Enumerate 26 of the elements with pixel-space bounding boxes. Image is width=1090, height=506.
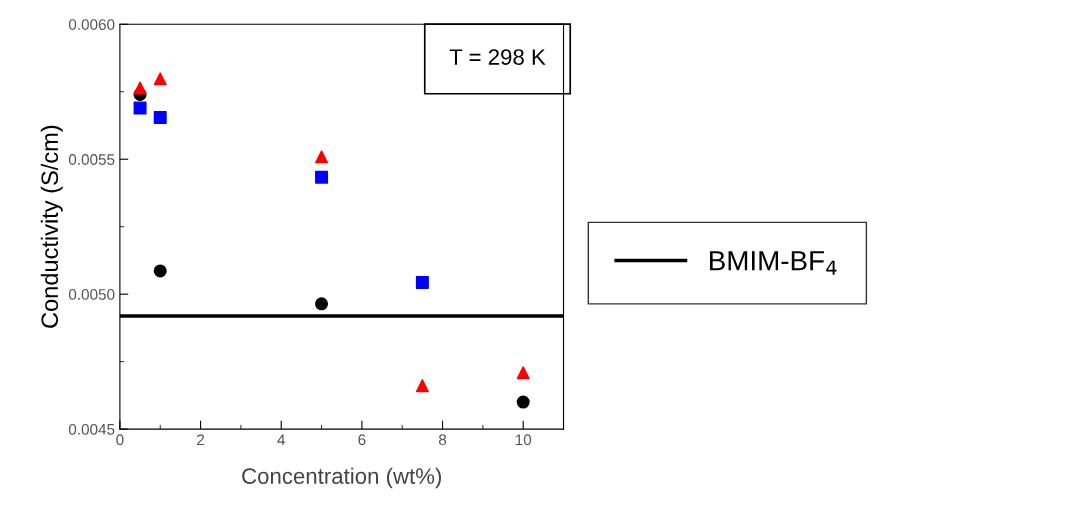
y-tick-label: 0.0050 bbox=[68, 289, 115, 300]
x-tick-label: 10 bbox=[515, 434, 532, 446]
point bbox=[153, 72, 167, 86]
x-tick-label: 6 bbox=[358, 434, 366, 446]
point bbox=[516, 395, 530, 409]
point bbox=[133, 101, 147, 115]
legend-label: BMIM-BF$_{4}$ bbox=[710, 251, 837, 275]
y-tick-label: 0.0060 bbox=[68, 19, 115, 30]
y-axis-title: Conductivity (S/cm) bbox=[40, 125, 63, 328]
point bbox=[315, 297, 329, 311]
y-tick-label: 0.0055 bbox=[68, 154, 115, 165]
x-tick-label: 8 bbox=[438, 434, 447, 446]
point bbox=[516, 366, 530, 380]
point bbox=[133, 81, 147, 95]
x-tick-label: 4 bbox=[277, 434, 286, 446]
point bbox=[415, 379, 429, 393]
point bbox=[415, 276, 429, 290]
point bbox=[315, 150, 329, 164]
annotation: T = 298 K bbox=[449, 49, 546, 65]
y-tick-label: 0.0045 bbox=[68, 423, 115, 435]
point bbox=[153, 110, 167, 124]
x-tick-label: 0 bbox=[116, 434, 124, 446]
point bbox=[153, 264, 167, 278]
x-tick-label: 2 bbox=[197, 434, 205, 446]
point bbox=[315, 170, 329, 184]
x-axis-title: Concentration (wt%) bbox=[242, 467, 441, 489]
